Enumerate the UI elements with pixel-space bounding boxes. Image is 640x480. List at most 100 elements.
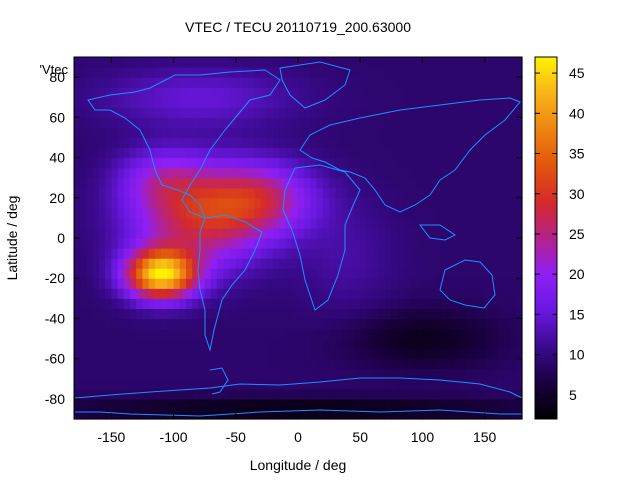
heatmap-cell — [266, 137, 274, 149]
heatmap-cell — [459, 388, 467, 400]
heatmap-cell — [347, 348, 355, 360]
heatmap-cell — [260, 248, 268, 259]
heatmap-cell — [86, 217, 94, 229]
heatmap-cell — [403, 248, 411, 259]
heatmap-cell — [347, 408, 355, 420]
heatmap-cell — [130, 238, 137, 249]
heatmap-cell — [167, 328, 175, 340]
heatmap-cell — [142, 258, 150, 269]
heatmap-cell — [372, 238, 380, 249]
heatmap-cell — [416, 227, 424, 239]
heatmap-cell — [223, 177, 231, 189]
heatmap-cell — [322, 298, 330, 309]
heatmap-cell — [453, 197, 461, 209]
heatmap-cell — [248, 248, 256, 259]
heatmap-cell — [279, 338, 287, 350]
y-tick-label: 40 — [49, 150, 65, 166]
heatmap-cell — [273, 318, 280, 330]
heatmap-cell — [266, 187, 274, 199]
heatmap-cell — [105, 137, 112, 149]
heatmap-cell — [472, 87, 480, 98]
heatmap-cell — [86, 318, 94, 330]
heatmap-cell — [123, 137, 131, 149]
heatmap-cell — [204, 87, 212, 98]
heatmap-cell — [372, 378, 380, 390]
heatmap-cell — [273, 378, 280, 390]
heatmap-cell — [347, 67, 355, 78]
heatmap-cell — [422, 378, 430, 390]
heatmap-cell — [497, 258, 504, 269]
heatmap-cell — [428, 57, 436, 68]
heatmap-cell — [285, 137, 293, 149]
heatmap-cell — [154, 157, 162, 169]
heatmap-cell — [478, 197, 486, 209]
heatmap-cell — [161, 157, 168, 169]
heatmap-cell — [385, 318, 392, 330]
heatmap-cell — [130, 157, 137, 169]
heatmap-cell — [304, 227, 312, 239]
heatmap-cell — [397, 268, 405, 279]
heatmap-cell — [98, 137, 106, 149]
heatmap-cell — [416, 117, 424, 128]
heatmap-cell — [441, 57, 448, 68]
heatmap-cell — [304, 358, 312, 370]
heatmap-cell — [186, 248, 193, 259]
heatmap-cell — [248, 288, 256, 299]
heatmap-cell — [242, 308, 249, 320]
heatmap-cell — [422, 167, 430, 179]
heatmap-cell — [304, 398, 312, 410]
heatmap-cell — [372, 258, 380, 269]
heatmap-cell — [341, 127, 349, 139]
heatmap-cell — [484, 258, 492, 269]
heatmap-cell — [235, 67, 243, 78]
heatmap-cell — [372, 177, 380, 189]
heatmap-cell — [92, 318, 100, 330]
heatmap-cell — [179, 408, 187, 420]
heatmap-cell — [298, 408, 305, 420]
heatmap-cell — [148, 268, 156, 279]
heatmap-cell — [192, 97, 200, 108]
heatmap-cell — [92, 217, 100, 229]
heatmap-cell — [490, 338, 498, 350]
heatmap-cell — [204, 278, 212, 289]
heatmap-cell — [86, 107, 94, 118]
heatmap-cell — [298, 117, 305, 128]
heatmap-cell — [310, 378, 318, 390]
heatmap-cell — [179, 197, 187, 209]
heatmap-cell — [223, 358, 231, 370]
heatmap-cell — [186, 167, 193, 179]
heatmap-cell — [509, 308, 517, 320]
heatmap-cell — [403, 117, 411, 128]
heatmap-cell — [173, 77, 181, 88]
heatmap-cell — [98, 147, 106, 159]
heatmap-cell — [117, 207, 125, 219]
heatmap-cell — [74, 177, 81, 189]
heatmap-cell — [447, 137, 455, 149]
heatmap-cell — [86, 177, 94, 189]
heatmap-cell — [254, 408, 262, 420]
heatmap-cell — [204, 157, 212, 169]
heatmap-cell — [422, 298, 430, 309]
heatmap-cell — [279, 67, 287, 78]
heatmap-cell — [98, 187, 106, 199]
heatmap-cell — [391, 127, 399, 139]
heatmap-cell — [316, 368, 324, 380]
heatmap-cell — [254, 398, 262, 410]
heatmap-cell — [130, 187, 137, 199]
heatmap-cell — [198, 368, 206, 380]
heatmap-cell — [291, 248, 299, 259]
heatmap-cell — [223, 248, 231, 259]
heatmap-cell — [329, 57, 336, 68]
heatmap-cell — [248, 408, 256, 420]
heatmap-cell — [186, 408, 193, 420]
heatmap-cell — [360, 288, 368, 299]
heatmap-cell — [154, 268, 162, 279]
heatmap-cell — [509, 167, 517, 179]
heatmap-cell — [161, 97, 168, 108]
heatmap-cell — [385, 268, 392, 279]
heatmap-cell — [130, 258, 137, 269]
heatmap-cell — [385, 258, 392, 269]
heatmap-cell — [416, 157, 424, 169]
heatmap-cell — [385, 338, 392, 350]
heatmap-cell — [416, 67, 424, 78]
